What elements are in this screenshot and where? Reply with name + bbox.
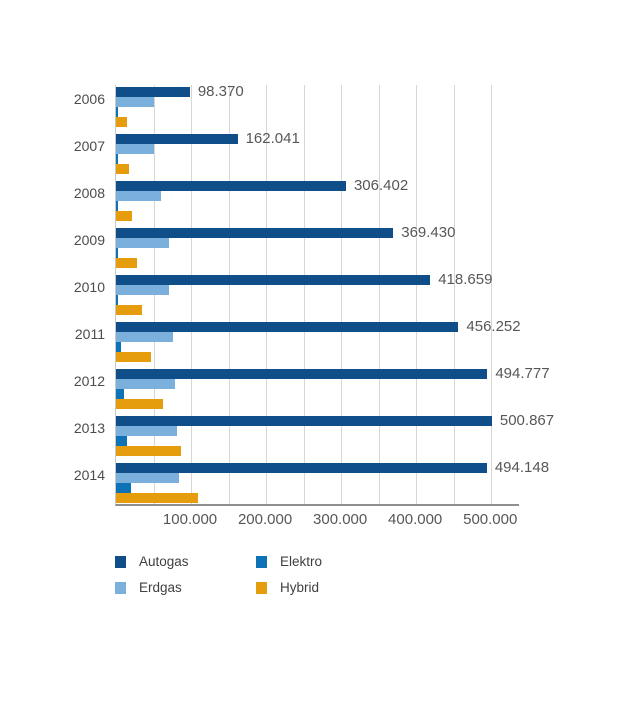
legend-item-hybrid: Hybrid — [256, 580, 322, 595]
bar-erdgas-2008 — [116, 191, 162, 201]
bar-hybrid-2010 — [116, 305, 142, 315]
gridline-450000 — [453, 85, 455, 504]
legend-label-elektro: Elektro — [280, 554, 323, 569]
bar-autogas-2010 — [116, 275, 431, 285]
bar-autogas-2006 — [116, 87, 190, 97]
bar-erdgas-2006 — [116, 97, 154, 107]
bar-erdgas-2010 — [116, 285, 170, 295]
bar-hybrid-2011 — [116, 352, 152, 362]
gridline-500000 — [491, 85, 493, 504]
bar-hybrid-2009 — [116, 258, 137, 268]
bar-elektro-2006 — [116, 107, 118, 117]
gridline-400000 — [416, 85, 418, 504]
bar-autogas-2011 — [116, 322, 459, 332]
legend-swatch-elektro — [256, 555, 267, 568]
legend-item-erdgas: Erdgas — [115, 580, 256, 595]
legend-item-elektro: Elektro — [256, 554, 322, 569]
bar-elektro-2010 — [116, 295, 119, 305]
bar-value-label-2012: 494.777 — [495, 365, 550, 382]
bar-value-label-2014: 494.148 — [494, 459, 550, 476]
legend-label-erdgas: Erdgas — [139, 580, 182, 595]
y-axis-label-2014: 2014 — [73, 467, 105, 483]
bar-elektro-2007 — [116, 154, 118, 164]
legend: Autogas Erdgas Elektro Hybrid — [115, 554, 322, 595]
bar-erdgas-2007 — [116, 144, 155, 154]
bar-erdgas-2011 — [116, 332, 174, 342]
bar-value-label-2006: 98.370 — [197, 83, 244, 100]
x-axis-tick-300000: 300.000 — [313, 511, 368, 528]
bar-hybrid-2008 — [116, 211, 132, 221]
y-axis-label-2008: 2008 — [73, 185, 105, 201]
bar-erdgas-2012 — [116, 379, 176, 389]
legend-swatch-erdgas — [115, 581, 126, 594]
gridline-100000 — [191, 85, 193, 504]
y-axis-label-2010: 2010 — [73, 279, 105, 295]
y-axis-label-2007: 2007 — [73, 138, 105, 154]
bar-value-label-2013: 500.867 — [499, 412, 555, 429]
bar-hybrid-2014 — [116, 493, 198, 503]
bar-autogas-2008 — [116, 181, 346, 191]
gridline-250000 — [303, 85, 305, 504]
bar-hybrid-2012 — [116, 399, 164, 409]
bar-erdgas-2014 — [116, 473, 180, 483]
bar-elektro-2012 — [116, 389, 124, 399]
legend-swatch-hybrid — [256, 581, 267, 594]
bar-autogas-2014 — [116, 463, 487, 473]
bar-autogas-2012 — [116, 369, 488, 379]
bar-hybrid-2006 — [116, 117, 127, 127]
legend-swatch-autogas — [115, 555, 126, 568]
x-axis-tick-500000: 500.000 — [463, 511, 518, 528]
bar-elektro-2011 — [116, 342, 122, 352]
x-axis-tick-400000: 400.000 — [388, 511, 443, 528]
x-axis-tick-200000: 200.000 — [237, 511, 293, 528]
bar-autogas-2009 — [116, 228, 394, 238]
bar-value-label-2008: 306.402 — [353, 177, 409, 194]
bar-elektro-2008 — [116, 201, 118, 211]
bar-value-label-2007: 162.041 — [245, 130, 300, 147]
bar-value-label-2009: 369.430 — [401, 224, 456, 241]
bar-erdgas-2009 — [116, 238, 169, 248]
gridline-150000 — [228, 85, 230, 504]
bar-hybrid-2013 — [116, 446, 181, 456]
plot-area: 98.370 162.041 306.402 369.430 418.659 456.25… — [115, 83, 554, 506]
bar-value-label-2011: 456.252 — [466, 318, 521, 335]
bar-elektro-2009 — [116, 248, 118, 258]
y-axis-label-2012: 2012 — [73, 373, 105, 389]
legend-label-autogas: Autogas — [139, 554, 189, 569]
gridline-300000 — [341, 85, 343, 504]
legend-label-hybrid: Hybrid — [280, 580, 320, 595]
bar-autogas-2007 — [116, 134, 238, 144]
y-axis-label-2009: 2009 — [73, 232, 105, 248]
bar-elektro-2013 — [116, 436, 127, 446]
y-axis-label-2013: 2013 — [73, 420, 105, 436]
x-axis-tick-100000: 100.000 — [162, 511, 218, 528]
gridline-350000 — [378, 85, 380, 504]
legend-item-autogas: Autogas — [115, 554, 256, 569]
bar-elektro-2014 — [116, 483, 131, 493]
y-axis-label-2011: 2011 — [74, 326, 105, 342]
bar-hybrid-2007 — [116, 164, 129, 174]
gridline-200000 — [266, 85, 268, 504]
bar-erdgas-2013 — [116, 426, 177, 436]
y-axis-label-2006: 2006 — [73, 91, 105, 107]
bar-value-label-2010: 418.659 — [438, 271, 493, 288]
bar-autogas-2013 — [116, 416, 492, 426]
